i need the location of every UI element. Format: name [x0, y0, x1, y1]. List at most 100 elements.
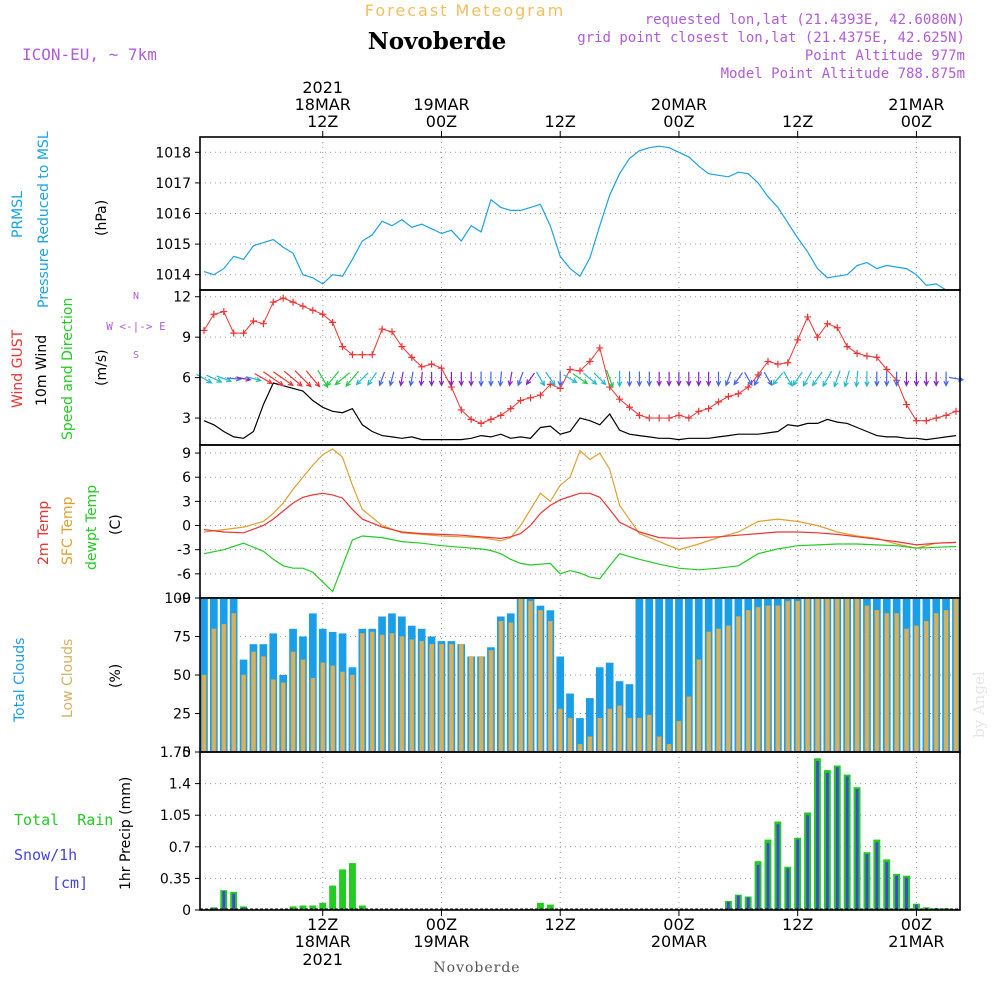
low-cloud-bar — [508, 622, 514, 753]
low-cloud-bar — [300, 659, 306, 753]
gust-marker — [695, 407, 703, 415]
gust-marker — [853, 349, 861, 357]
snow-bar — [776, 824, 780, 910]
wind-direction-arrow — [367, 372, 377, 386]
wind-direction-arrow — [744, 372, 753, 387]
gust-marker — [329, 318, 337, 326]
cloud-unit: (%) — [108, 664, 124, 688]
low-cloud-bar — [449, 643, 454, 753]
wind-direction-arrow — [345, 370, 360, 388]
precip-frame — [199, 751, 961, 911]
wind-direction-arrow — [557, 371, 563, 388]
temp-dewpt-label: dewpt Temp — [84, 485, 100, 570]
gust-marker — [348, 351, 356, 359]
gust-marker — [912, 417, 920, 425]
gust-marker — [724, 392, 732, 400]
low-cloud-bar — [439, 643, 444, 753]
pressure-ytick-label: 1018 — [155, 145, 191, 161]
gust-marker — [230, 329, 238, 337]
low-cloud-bar — [795, 600, 801, 753]
low-cloud-bar — [221, 623, 227, 753]
wind-direction-arrow — [933, 371, 939, 387]
low-cloud-bar — [745, 610, 751, 753]
gust-marker — [517, 397, 525, 405]
cloud-ytick-label: 75 — [173, 630, 191, 646]
low-cloud-bar — [458, 643, 464, 753]
wind-direction-arrow — [626, 371, 633, 388]
wind-direction-arrow — [196, 373, 213, 384]
cloud-ytick-label: 0 — [182, 745, 191, 761]
top-axis-day: 20MAR — [651, 95, 707, 114]
low-cloud-bar — [498, 620, 504, 753]
low-cloud-bar — [894, 613, 900, 753]
gust-marker — [784, 359, 792, 367]
temp-2m-line — [203, 492, 957, 546]
station-title: Novoberde — [368, 28, 507, 55]
low-cloud-bar — [726, 625, 731, 753]
top-axis-day: 21MAR — [888, 95, 944, 114]
temp-frame — [199, 444, 961, 599]
gust-marker — [843, 343, 851, 351]
low-cloud-bar — [567, 717, 573, 753]
gust-marker — [418, 363, 426, 371]
gust-marker — [635, 411, 643, 419]
gust-marker — [339, 343, 347, 351]
snow-bar — [875, 842, 879, 910]
low-cloud-bar — [280, 682, 286, 753]
wind-direction-arrow — [273, 371, 294, 387]
wind-direction-arrow — [236, 376, 252, 382]
wind-direction-arrow — [378, 371, 386, 387]
snow-bar — [766, 843, 770, 910]
low-cloud-bar — [379, 634, 385, 753]
gust-marker — [952, 407, 960, 415]
gust-marker — [932, 414, 940, 422]
total-cloud-bar — [556, 656, 565, 752]
low-cloud-bar — [716, 628, 721, 753]
wind-dir-label: Speed and Direction — [60, 298, 76, 440]
gust-marker — [200, 326, 208, 334]
gust-marker — [705, 405, 713, 413]
low-cloud-bar — [429, 643, 434, 753]
wind-speed-line — [203, 382, 957, 441]
gust-marker — [428, 360, 436, 368]
wind-direction-arrow — [398, 371, 405, 387]
low-cloud-bar — [547, 620, 553, 753]
gust-marker — [833, 324, 841, 332]
wind-ytick-label: 12 — [173, 290, 191, 306]
low-cloud-label: Low Clouds — [60, 639, 76, 718]
gust-marker — [487, 415, 495, 423]
wind-direction-arrow — [525, 372, 535, 386]
precip-unit: 1hr Precip (mm) — [118, 777, 134, 890]
cloud-panel: 0 25 50 75 100 — [164, 591, 961, 761]
gust-marker — [368, 351, 376, 359]
total-cloud-bar — [605, 662, 614, 752]
gust-marker — [774, 360, 782, 368]
gust-marker — [269, 298, 277, 306]
gust-marker — [457, 406, 465, 414]
gust-marker — [794, 336, 802, 344]
pressure-ytick-label: 1016 — [155, 207, 191, 223]
pressure-label-2: Pressure Reduced to MSL — [36, 131, 52, 308]
gust-marker — [596, 344, 604, 352]
wind-direction-arrow — [263, 371, 285, 387]
low-cloud-bar — [330, 665, 336, 753]
low-cloud-bar — [320, 662, 326, 753]
top-axis-hour: 00Z — [663, 112, 694, 131]
cloud-ytick-label: 50 — [173, 668, 191, 684]
wind-direction-arrow — [724, 371, 732, 387]
wind-direction-arrow — [606, 369, 614, 389]
snow-bar — [222, 891, 226, 910]
pressure-unit: (hPa) — [94, 200, 110, 236]
low-cloud-bar — [419, 640, 425, 753]
rain-bar — [349, 863, 356, 910]
low-cloud-bar — [953, 597, 959, 753]
low-cloud-bar — [310, 677, 316, 753]
snow-label: Snow/1h — [14, 846, 77, 864]
low-cloud-bar — [597, 717, 603, 753]
gust-marker — [536, 391, 544, 399]
low-cloud-bar — [350, 674, 355, 753]
low-cloud-bar — [933, 613, 939, 753]
wind-direction-arrow — [246, 376, 263, 383]
wind-direction-arrow — [783, 371, 793, 387]
wind-direction-arrow — [545, 371, 556, 387]
